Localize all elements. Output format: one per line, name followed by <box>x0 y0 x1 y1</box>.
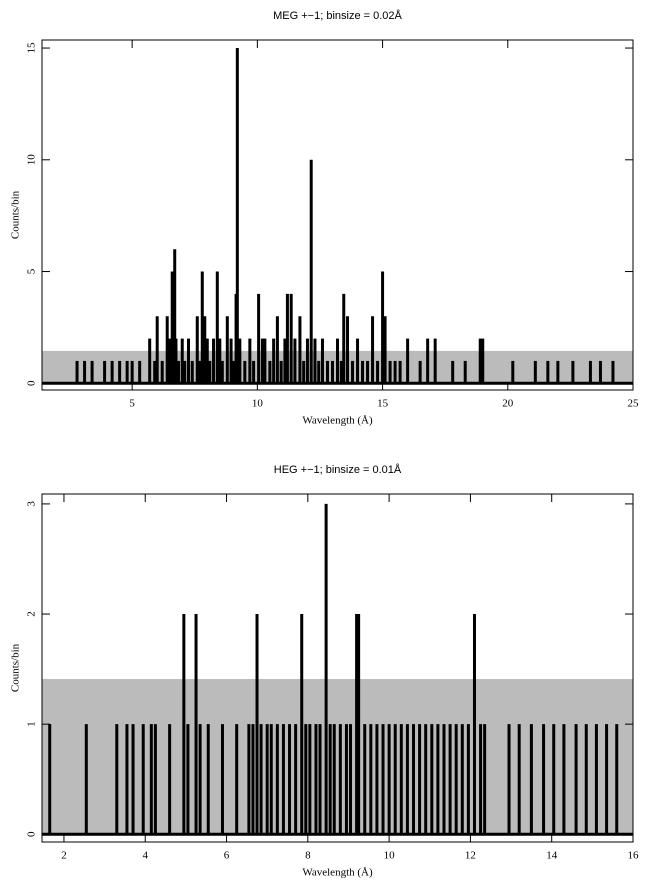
chart-title: HEG +−1; binsize = 0.01Å <box>274 463 402 476</box>
y-tick-label: 1 <box>26 721 38 727</box>
x-axis-label: Wavelength (Å) <box>302 867 373 879</box>
x-tick-label: 10 <box>384 850 396 862</box>
x-tick-label: 4 <box>142 850 148 862</box>
x-tick-label: 2 <box>61 850 67 862</box>
y-axis-label: Counts/bin <box>10 643 22 692</box>
x-tick-label: 10 <box>252 398 264 410</box>
y-tick-label: 15 <box>26 42 38 54</box>
x-axis-label: Wavelength (Å) <box>302 415 373 427</box>
plot-frame <box>41 39 634 391</box>
y-tick-label: 3 <box>26 501 38 507</box>
y-tick-label: 10 <box>26 154 38 166</box>
plot-frame <box>41 493 634 843</box>
y-tick-label: 2 <box>26 611 38 617</box>
x-tick-label: 16 <box>628 850 640 862</box>
x-tick-label: 5 <box>129 398 135 410</box>
x-tick-label: 14 <box>546 850 558 862</box>
x-tick-label: 25 <box>628 398 640 410</box>
x-tick-label: 8 <box>305 850 311 862</box>
x-tick-label: 15 <box>377 398 389 410</box>
chart-title: MEG +−1; binsize = 0.02Å <box>273 9 402 22</box>
x-tick-label: 12 <box>465 850 476 862</box>
y-tick-label: 0 <box>26 380 38 386</box>
y-axis-label: Counts/bin <box>10 190 22 239</box>
x-tick-label: 6 <box>224 850 230 862</box>
y-tick-label: 5 <box>26 268 38 274</box>
error-band <box>42 679 633 835</box>
x-tick-label: 20 <box>502 398 514 410</box>
y-tick-label: 0 <box>26 831 38 837</box>
